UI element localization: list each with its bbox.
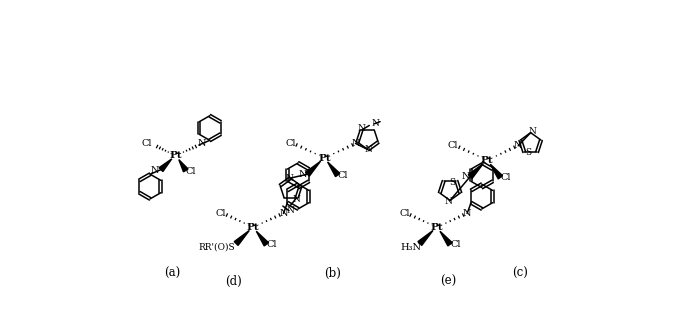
Text: N: N bbox=[514, 141, 522, 150]
Text: (a): (a) bbox=[164, 267, 180, 280]
Polygon shape bbox=[256, 231, 268, 246]
Text: (d): (d) bbox=[225, 275, 242, 288]
Text: N: N bbox=[358, 124, 365, 133]
Polygon shape bbox=[418, 230, 433, 245]
Text: (c): (c) bbox=[512, 267, 528, 280]
Text: Cl: Cl bbox=[501, 173, 511, 182]
Text: Cl: Cl bbox=[216, 209, 226, 218]
Text: N: N bbox=[197, 139, 206, 148]
Text: (e): (e) bbox=[440, 275, 456, 288]
Text: Cl: Cl bbox=[450, 240, 461, 249]
Text: Cl: Cl bbox=[266, 240, 277, 249]
Text: Cl: Cl bbox=[186, 167, 196, 176]
Text: (b): (b) bbox=[324, 267, 340, 280]
Polygon shape bbox=[305, 161, 321, 176]
Text: H₃N: H₃N bbox=[400, 243, 421, 252]
Text: Cl: Cl bbox=[285, 139, 296, 148]
Text: N: N bbox=[461, 172, 470, 181]
Polygon shape bbox=[440, 231, 452, 246]
Text: S: S bbox=[525, 148, 531, 157]
Text: Cl: Cl bbox=[448, 141, 458, 150]
Text: N: N bbox=[528, 127, 536, 136]
Polygon shape bbox=[179, 160, 188, 172]
Polygon shape bbox=[235, 230, 249, 245]
Text: Pt: Pt bbox=[247, 223, 259, 232]
Text: Pt: Pt bbox=[169, 151, 182, 160]
Text: N: N bbox=[286, 206, 295, 215]
Text: S: S bbox=[450, 178, 456, 187]
Text: RR'(O)S: RR'(O)S bbox=[198, 243, 235, 252]
Text: N: N bbox=[365, 145, 373, 154]
Text: N: N bbox=[279, 209, 288, 218]
Text: N: N bbox=[463, 209, 471, 218]
Text: N: N bbox=[299, 170, 307, 179]
Text: Pt: Pt bbox=[318, 154, 331, 163]
Text: N: N bbox=[445, 197, 452, 207]
Text: Cl: Cl bbox=[142, 139, 152, 148]
Polygon shape bbox=[491, 164, 503, 179]
Text: N: N bbox=[293, 195, 301, 204]
Text: N: N bbox=[351, 139, 360, 148]
Text: Cl: Cl bbox=[399, 209, 410, 218]
Text: Cl: Cl bbox=[338, 170, 348, 180]
Polygon shape bbox=[159, 159, 172, 171]
Polygon shape bbox=[328, 162, 340, 177]
Text: N: N bbox=[150, 166, 159, 175]
Text: Pt: Pt bbox=[481, 156, 493, 165]
Text: N: N bbox=[286, 174, 294, 183]
Polygon shape bbox=[468, 164, 483, 178]
Text: N: N bbox=[371, 119, 379, 128]
Text: Pt: Pt bbox=[431, 223, 443, 232]
